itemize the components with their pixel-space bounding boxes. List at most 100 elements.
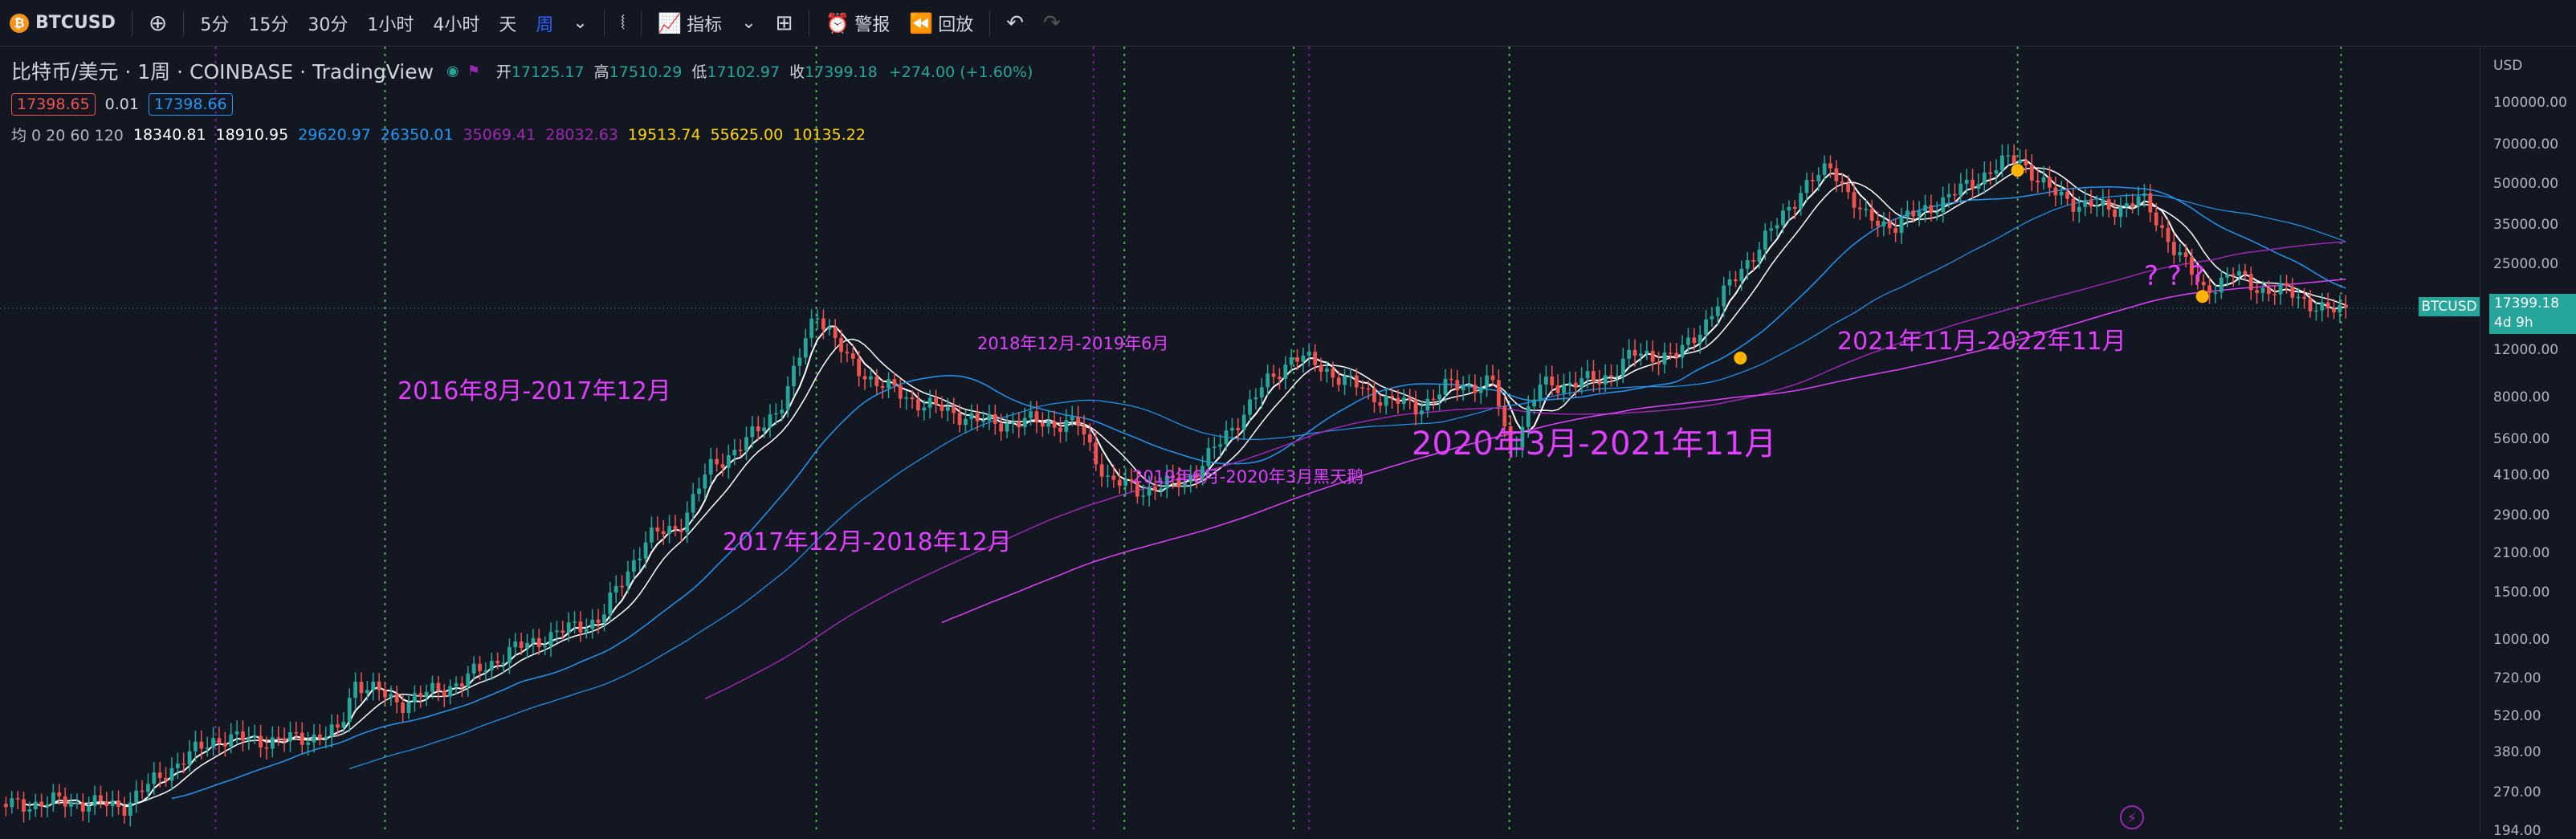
candle-body [252,735,257,738]
interval-1w[interactable]: 周 [536,14,554,35]
candle-body [2024,160,2028,165]
candle-body [466,673,471,686]
ask-box[interactable]: 17398.66 [148,93,233,116]
interval-30m[interactable]: 30分 [308,14,348,35]
candle-body [1259,387,1264,398]
undo-icon[interactable]: ↶ [1006,10,1025,35]
candle-body [2101,199,2105,206]
candle-body [1129,479,1134,483]
candle-body [234,731,239,735]
candle-body [2225,274,2230,278]
candle-body [1420,410,1424,415]
candle-body [2041,177,2046,183]
candle-body [2089,199,2093,207]
candle-body [1941,197,1946,213]
price-axis[interactable]: USD 100000.00 70000.00 50000.00 35000.00 250… [2480,47,2576,839]
candle-type-icon[interactable]: ⧙ [620,10,626,35]
candle-body [1094,442,1098,465]
candle-body [916,399,920,411]
candle-body [75,802,79,804]
alert-button[interactable]: ⏰ 警报 [816,10,899,36]
interval-4h[interactable]: 4小时 [433,14,480,35]
eye-icon[interactable]: ◉ [446,62,459,79]
candle-body [264,747,269,749]
symbol-button[interactable]: ₿ BTCUSD [0,13,125,33]
candle-body [643,542,648,559]
candle-body [1218,444,1223,447]
chart-legend: 比特币/美元 · 1周 · COINBASE · TradingView ◉ ⚑… [11,56,1296,145]
candle-body [815,318,820,320]
candle-body [1070,417,1074,421]
bid-box[interactable]: 17398.65 [11,93,96,116]
candle-body [940,404,944,411]
candle-body [2178,252,2183,255]
event-marker[interactable] [2195,290,2209,303]
replay-button[interactable]: ⏪ 回放 [899,10,983,36]
candle-body [762,427,767,432]
candle-body [187,751,192,765]
candle-body [1164,475,1169,489]
candle-body [229,734,234,747]
axis-tick-label: 720.00 [2493,670,2541,686]
candle-body [1224,430,1229,445]
event-marker[interactable] [1734,351,1747,365]
candle-body [10,798,14,808]
candle-body [1804,179,1809,193]
candle-body [626,571,630,586]
interval-15m[interactable]: 15分 [248,14,289,35]
candle-body [1526,406,1531,427]
candle-body [1360,387,1365,389]
candle-body [80,802,85,812]
interval-dropdown-chevron-icon[interactable]: ⌄ [573,13,588,33]
candle-body [199,741,204,749]
lightning-icon[interactable] [2120,805,2144,829]
candle-body [952,405,956,413]
interval-1h[interactable]: 1小时 [367,14,414,35]
candle-body [1609,375,1613,377]
event-marker[interactable] [2011,164,2024,177]
candle-body [1082,426,1086,434]
candle-body [1597,381,1602,385]
axis-tick-label: 100000.00 [2493,95,2567,111]
candle-body [691,494,695,513]
flag-icon[interactable]: ⚑ [467,62,480,79]
candle-body [2243,271,2248,275]
redo-icon[interactable]: ↷ [1043,10,1061,35]
axis-tick-label: 12000.00 [2493,341,2559,358]
compare-plus-icon[interactable]: ⊕ [148,10,168,36]
candle-body [964,418,968,426]
candle-body [1799,193,1803,210]
candle-body [122,806,127,816]
currency-label[interactable]: USD [2493,58,2523,74]
candle-body [1455,380,1460,391]
candle-body [1739,268,1744,282]
interval-1d[interactable]: 天 [499,14,517,35]
candle-body [1964,179,1969,184]
candle-body [1698,334,1702,344]
candle-body [1141,495,1146,497]
candle-body [288,732,292,742]
candle-body [1248,399,1252,415]
candle-body [2154,212,2158,226]
candle-body [1236,428,1241,430]
interval-5m[interactable]: 5分 [200,14,230,35]
indicators-label: 指标 [687,14,723,35]
indicators-dropdown-chevron-icon[interactable]: ⌄ [741,13,756,33]
price-chart[interactable]: ⚡ [0,47,2480,833]
candle-body [2190,256,2194,275]
candle-body [738,450,743,451]
candle-body [22,799,26,812]
candle-body [833,327,838,338]
candle-body [1828,163,1832,169]
candle-body [2237,271,2241,276]
axis-tick-label: 1500.00 [2493,584,2550,601]
candle-body [1579,378,1584,388]
candle-body [2308,299,2313,312]
candle-body [134,790,139,803]
toolbar-divider [641,10,642,36]
candle-body [1632,349,1637,356]
indicators-button[interactable]: 📈 指标 [648,10,732,36]
candle-body [1413,399,1418,415]
layout-grid-icon[interactable]: ⊞ [775,10,793,35]
candle-body [128,802,132,816]
